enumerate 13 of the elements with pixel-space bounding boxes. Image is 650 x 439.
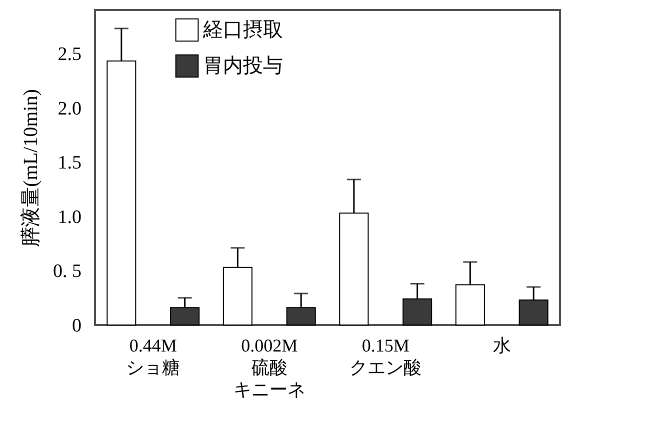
x-tick-label: 0.44M ショ糖	[126, 336, 180, 378]
y-tick-label: 0. 5	[53, 261, 82, 282]
y-tick-label: 1.5	[58, 152, 82, 174]
legend-label: 経口摂取	[202, 19, 283, 41]
x-tick-label: 0.002M 硫酸キニーネ	[233, 336, 306, 400]
y-tick-label: 1.0	[58, 206, 82, 228]
y-axis-title: 膵液量(mL/10min)	[20, 89, 42, 247]
y-tick-label: 0	[72, 316, 82, 336]
legend-label: 胃内投与	[203, 55, 283, 77]
y-tick-label: 2.0	[58, 98, 82, 120]
y-tick-label: 2.5	[58, 44, 82, 65]
x-tick-label: 0.15M クエン酸	[350, 336, 422, 378]
x-tick-label: 水	[492, 336, 511, 356]
